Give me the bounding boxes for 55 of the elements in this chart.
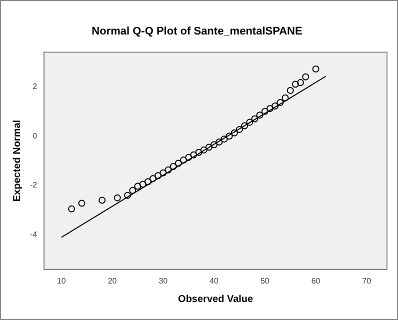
- point: [312, 65, 320, 72]
- point: [286, 86, 294, 94]
- x-tick-label: 20: [108, 276, 118, 286]
- point: [68, 205, 76, 212]
- point: [124, 192, 132, 199]
- point: [205, 144, 212, 151]
- point: [302, 73, 310, 80]
- point: [241, 122, 248, 130]
- x-tick-label: 40: [210, 276, 220, 286]
- point: [266, 104, 274, 112]
- y-tick-label: -4: [30, 230, 38, 240]
- point: [154, 172, 162, 180]
- point: [220, 136, 228, 143]
- point: [185, 154, 192, 161]
- point: [261, 108, 268, 115]
- point: [139, 180, 146, 188]
- point: [276, 99, 284, 106]
- y-axis-title: Expected Normal: [12, 120, 23, 202]
- point: [251, 115, 258, 122]
- point: [226, 132, 233, 140]
- point: [149, 175, 156, 182]
- point: [164, 166, 172, 174]
- point: [144, 178, 152, 186]
- x-tick-label: 30: [158, 276, 168, 286]
- y-tick-label: -2: [30, 180, 38, 190]
- point: [195, 148, 202, 156]
- y-tick-label: 0: [32, 131, 38, 140]
- point: [282, 94, 289, 102]
- point: [200, 146, 208, 154]
- point: [160, 169, 167, 176]
- x-axis-title: Observed Value: [178, 294, 254, 305]
- point: [174, 160, 182, 167]
- point: [114, 194, 121, 202]
- point: [297, 79, 304, 86]
- point: [210, 141, 218, 148]
- x-tick-label: 50: [260, 276, 270, 286]
- chart-title: Normal Q-Q Plot of Sante_mentalSPANE: [92, 26, 302, 38]
- x-tick-label: 70: [362, 276, 372, 286]
- x-tick-label: 10: [56, 276, 66, 286]
- x-tick-label: 60: [311, 276, 321, 286]
- point: [170, 162, 177, 170]
- point: [98, 196, 106, 204]
- point: [246, 118, 254, 126]
- point: [129, 186, 136, 194]
- y-tick-label: 2: [32, 82, 38, 91]
- point: [216, 138, 223, 146]
- point: [190, 151, 198, 158]
- point: [230, 129, 238, 136]
- point: [78, 200, 86, 207]
- point: [292, 80, 299, 88]
- point: [236, 126, 243, 133]
- point: [180, 156, 188, 164]
- point: [256, 112, 264, 119]
- point: [134, 182, 142, 190]
- point: [272, 102, 279, 110]
